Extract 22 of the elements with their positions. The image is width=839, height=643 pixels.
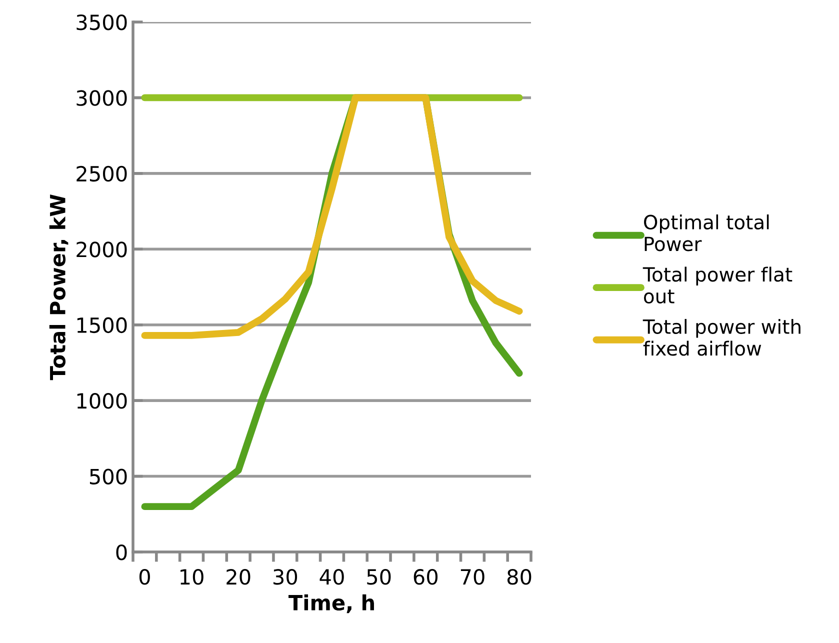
x-tick-label: 50 <box>367 569 391 585</box>
x-tick-label: 60 <box>414 569 438 585</box>
x-tick-label: 20 <box>226 569 250 585</box>
y-tick-label: 3500 <box>76 14 127 30</box>
legend-label: Total power flat out <box>642 266 792 304</box>
y-tick-label: 2000 <box>76 242 127 258</box>
x-axis-title: Time, h <box>288 594 374 614</box>
legend-label: Total power with fixed airflow <box>642 318 800 356</box>
x-tick-label: 40 <box>320 569 344 585</box>
x-tick-label: 10 <box>180 569 204 585</box>
y-tick-label: 500 <box>90 468 127 484</box>
x-tick-label: 70 <box>460 569 484 585</box>
y-tick-label: 2500 <box>76 166 127 182</box>
legend-label: Optimal total Power <box>644 214 769 252</box>
y-tick-label: 0 <box>116 544 127 560</box>
y-tick-label: 3000 <box>76 90 127 106</box>
x-tick-label: 0 <box>139 569 150 585</box>
y-axis-title: Total Power, kW <box>49 194 68 380</box>
x-tick-label: 80 <box>507 569 532 585</box>
y-tick-label: 1500 <box>77 317 127 334</box>
y-tick-label: 1000 <box>77 393 127 409</box>
x-tick-label: 30 <box>274 569 298 585</box>
